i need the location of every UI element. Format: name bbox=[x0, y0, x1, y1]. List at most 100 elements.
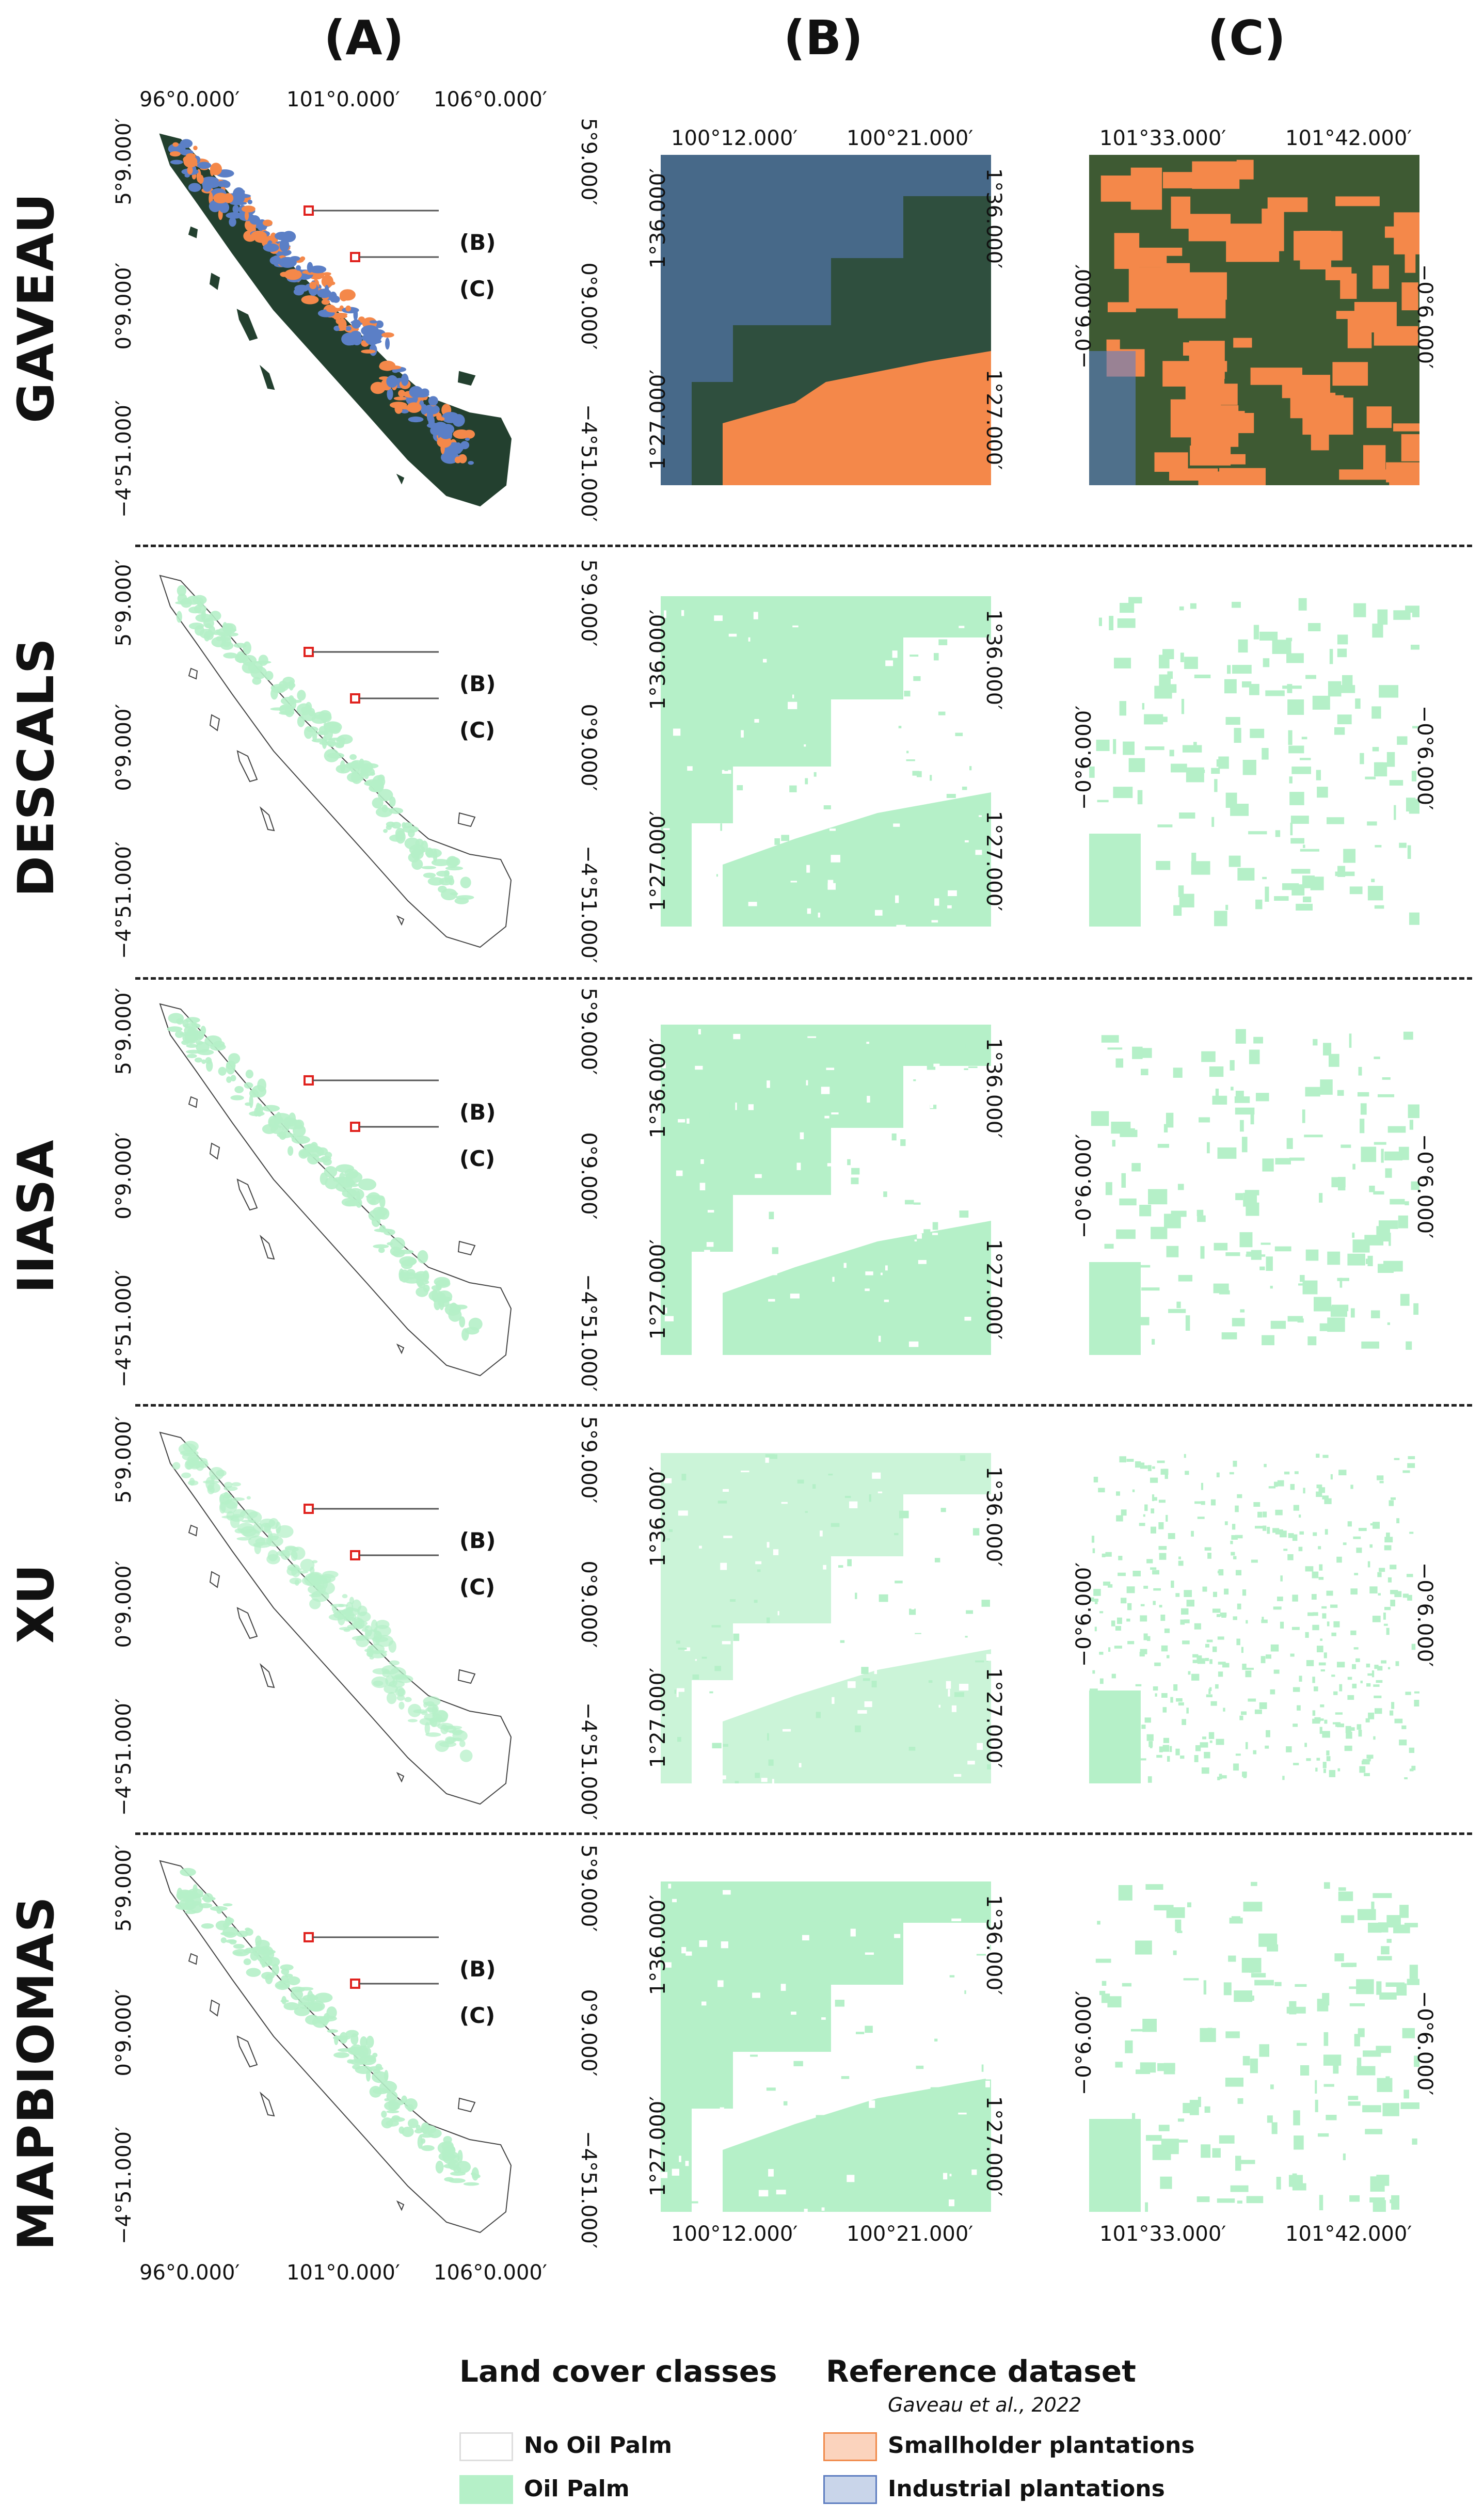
lat-label-b-right: 1°36.000′ bbox=[982, 1466, 1006, 1567]
callout-c-label: (C) bbox=[459, 2003, 496, 2028]
subset-map-c-xu bbox=[1089, 1453, 1419, 1783]
lat-label-a-right: 5°9.000′ bbox=[577, 1844, 600, 1932]
legend-reference-source: Gaveau et al., 2022 bbox=[888, 2394, 1082, 2416]
lat-label-a-left: 0°9.000′ bbox=[112, 1989, 136, 2077]
lat-label-a-right: −4°51.000′ bbox=[577, 1274, 600, 1392]
study-area-box bbox=[304, 1504, 314, 1514]
lat-label-b-right: 1°27.000′ bbox=[982, 369, 1006, 470]
sumatra-map-descals bbox=[159, 575, 512, 948]
lat-label-a-right: 5°9.000′ bbox=[577, 118, 600, 205]
lon-label-a-2-bottom: 101°0.000′ bbox=[286, 2261, 400, 2285]
panel-b-gaveau bbox=[661, 155, 991, 485]
subset-map-c-descals bbox=[1089, 596, 1419, 927]
subset-map-b-iiasa bbox=[661, 1025, 991, 1355]
panel-a-mapbiomas bbox=[150, 1851, 521, 2243]
lat-label-a-left: −4°51.000′ bbox=[112, 400, 136, 518]
legend-swatch-no-oil-palm bbox=[459, 2432, 513, 2461]
callout-b-label: (B) bbox=[459, 1099, 496, 1125]
legend-label-smallholder: Smallholder plantations bbox=[888, 2432, 1195, 2459]
legend-label-no-oil-palm: No Oil Palm bbox=[524, 2432, 672, 2459]
study-area-box bbox=[304, 205, 314, 216]
legend-swatch-industrial bbox=[823, 2475, 877, 2504]
lat-label-c-left: −0°6.000′ bbox=[1072, 264, 1096, 369]
lat-label-a-left: −4°51.000′ bbox=[112, 1269, 136, 1387]
row-divider bbox=[135, 545, 1472, 547]
lat-label-a-left: 0°9.000′ bbox=[112, 1132, 136, 1220]
lat-label-a-right: −4°51.000′ bbox=[577, 846, 600, 964]
lat-label-b-right: 1°36.000′ bbox=[982, 1038, 1006, 1139]
callout-c-label: (C) bbox=[459, 1574, 496, 1600]
lat-label-b-right: 1°36.000′ bbox=[982, 1894, 1006, 1996]
lat-label-b-left: 1°27.000′ bbox=[646, 369, 670, 470]
lat-label-b-right: 1°27.000′ bbox=[982, 1667, 1006, 1768]
lat-label-c-right: −0°6.000′ bbox=[1413, 264, 1437, 369]
lat-label-b-left: 1°36.000′ bbox=[646, 1894, 670, 1996]
lon-label-a-2: 101°0.000′ bbox=[286, 88, 400, 111]
lat-label-a-right: 0°9.000′ bbox=[577, 1132, 600, 1220]
panel-a-gaveau bbox=[150, 124, 521, 516]
legend-reference-title: Reference dataset bbox=[826, 2354, 1136, 2389]
lat-label-a-right: 0°9.000′ bbox=[577, 1560, 600, 1648]
lon-label-b-1-bottom: 100°12.000′ bbox=[671, 2222, 798, 2246]
lat-label-a-right: 0°9.000′ bbox=[577, 262, 600, 350]
panel-b-descals bbox=[661, 596, 991, 927]
lon-label-b-2: 100°21.000′ bbox=[847, 126, 974, 150]
lat-label-a-left: 5°9.000′ bbox=[112, 1416, 136, 1504]
row-label-descals: DESCALS bbox=[7, 637, 65, 897]
lon-label-b-1: 100°12.000′ bbox=[671, 126, 798, 150]
lat-label-c-left: −0°6.000′ bbox=[1072, 1562, 1096, 1667]
legend-label-industrial: Industrial plantations bbox=[888, 2476, 1165, 2502]
study-area-box bbox=[350, 1979, 360, 1989]
lon-label-c-2-bottom: 101°42.000′ bbox=[1285, 2222, 1412, 2246]
panel-a-xu bbox=[150, 1422, 521, 1814]
legend-land-cover-title: Land cover classes bbox=[459, 2354, 777, 2389]
lat-label-a-left: −4°51.000′ bbox=[112, 2126, 136, 2244]
lat-label-c-left: −0°6.000′ bbox=[1072, 1990, 1096, 2096]
column-header-b: (B) bbox=[783, 10, 864, 66]
row-label-iiasa: IIASA bbox=[7, 1139, 65, 1294]
panel-c-gaveau bbox=[1089, 155, 1419, 485]
panel-c-iiasa bbox=[1089, 1025, 1419, 1355]
subset-map-b-gaveau bbox=[661, 155, 991, 485]
lat-label-b-left: 1°27.000′ bbox=[646, 1239, 670, 1340]
panel-c-xu bbox=[1089, 1453, 1419, 1783]
lon-label-c-2: 101°42.000′ bbox=[1285, 126, 1412, 150]
panel-c-descals bbox=[1089, 596, 1419, 927]
lat-label-a-right: 0°9.000′ bbox=[577, 704, 600, 791]
sumatra-map-xu bbox=[159, 1431, 512, 1805]
row-divider bbox=[135, 1404, 1472, 1407]
lat-label-a-right: 0°9.000′ bbox=[577, 1989, 600, 2077]
row-label-gaveau: GAVEAU bbox=[7, 192, 65, 423]
lat-label-b-left: 1°36.000′ bbox=[646, 168, 670, 269]
panel-c-mapbiomas bbox=[1089, 1881, 1419, 2212]
lat-label-a-left: 5°9.000′ bbox=[112, 1844, 136, 1932]
lat-label-a-left: 5°9.000′ bbox=[112, 559, 136, 647]
lon-label-a-1-bottom: 96°0.000′ bbox=[139, 2261, 240, 2285]
study-area-box bbox=[350, 1122, 360, 1132]
callout-b-label: (B) bbox=[459, 1528, 496, 1553]
lat-label-b-left: 1°36.000′ bbox=[646, 1038, 670, 1139]
subset-map-b-descals bbox=[661, 596, 991, 927]
lat-label-c-right: −0°6.000′ bbox=[1413, 1134, 1437, 1239]
row-divider bbox=[135, 977, 1472, 980]
callout-b-label: (B) bbox=[459, 1956, 496, 1982]
panel-a-iiasa bbox=[150, 994, 521, 1386]
lon-label-a-1: 96°0.000′ bbox=[139, 88, 240, 111]
legend-swatch-smallholder bbox=[823, 2432, 877, 2461]
lat-label-a-left: −4°51.000′ bbox=[112, 1698, 136, 1816]
panel-b-iiasa bbox=[661, 1025, 991, 1355]
sumatra-map-mapbiomas bbox=[159, 1860, 512, 2234]
lat-label-a-right: 5°9.000′ bbox=[577, 1416, 600, 1504]
lat-label-c-left: −0°6.000′ bbox=[1072, 705, 1096, 810]
panel-a-descals bbox=[150, 565, 521, 958]
lat-label-a-right: −4°51.000′ bbox=[577, 404, 600, 522]
lat-label-a-left: −4°51.000′ bbox=[112, 841, 136, 959]
callout-c-label: (C) bbox=[459, 276, 496, 301]
lat-label-a-right: 5°9.000′ bbox=[577, 987, 600, 1075]
lon-label-c-1: 101°33.000′ bbox=[1099, 126, 1226, 150]
lon-label-c-1-bottom: 101°33.000′ bbox=[1099, 2222, 1226, 2246]
lat-label-a-right: −4°51.000′ bbox=[577, 1702, 600, 1821]
legend-label-oil-palm: Oil Palm bbox=[524, 2476, 630, 2502]
callout-b-label: (B) bbox=[459, 230, 496, 255]
lat-label-b-right: 1°27.000′ bbox=[982, 1239, 1006, 1340]
